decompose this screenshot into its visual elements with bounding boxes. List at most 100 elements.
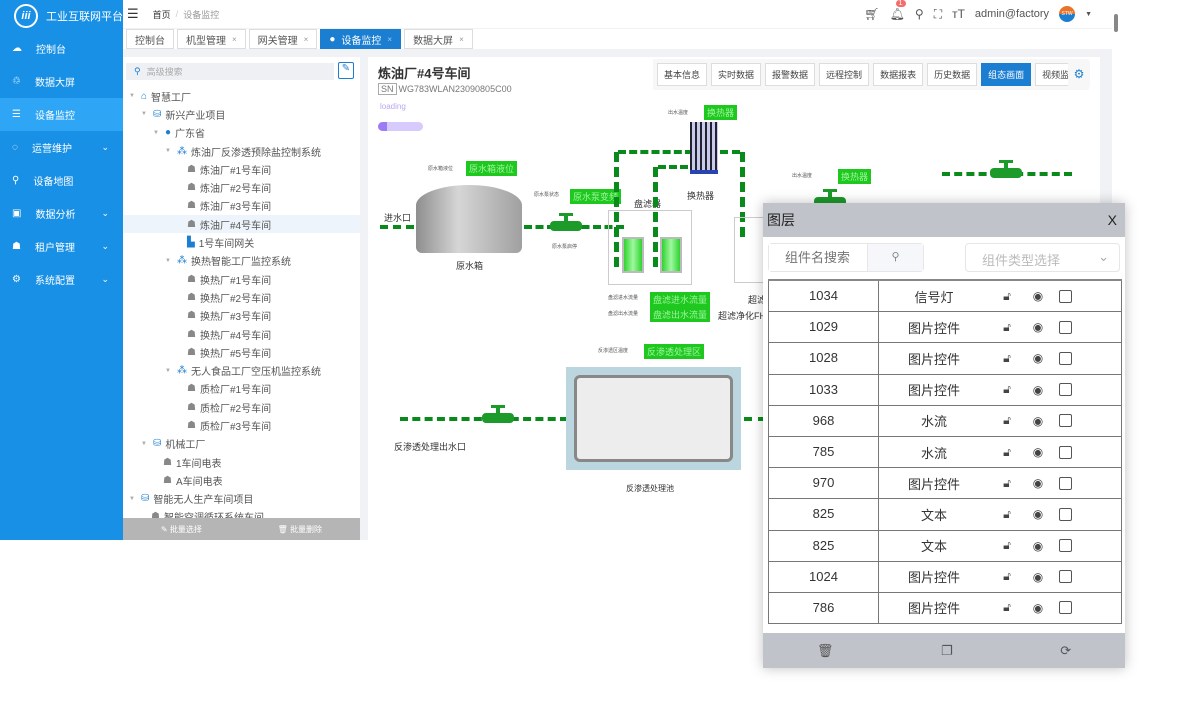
component-type-select[interactable]: 组件类型选择 ⌄ xyxy=(965,243,1120,272)
layer-checkbox[interactable] xyxy=(1059,289,1072,303)
layer-checkbox[interactable] xyxy=(1059,383,1072,397)
tab[interactable]: ● 设备监控 × xyxy=(320,29,402,49)
view-button[interactable]: 实时数据 xyxy=(711,63,762,86)
unlock-icon[interactable]: 🔓︎ xyxy=(1003,319,1011,334)
tree-node[interactable]: ☗ 质检厂#3号车间 xyxy=(123,416,360,434)
caret-down-icon[interactable]: ▼ xyxy=(141,440,147,447)
unlock-icon[interactable]: 🔓︎ xyxy=(1003,538,1011,553)
tree-node[interactable]: ▼ ⁂ 无人食品工厂空压机监控系统 xyxy=(123,361,360,379)
tab[interactable]: 网关管理 × xyxy=(248,29,318,49)
unlock-icon[interactable]: 🔓︎ xyxy=(1003,288,1011,303)
layer-row[interactable]: 825 文本 🔓︎ ◉ xyxy=(768,499,1122,531)
tab-close-icon[interactable]: × xyxy=(303,34,309,44)
layer-checkbox[interactable] xyxy=(1059,539,1072,553)
tree-node[interactable]: ☗ 质检厂#2号车间 xyxy=(123,398,360,416)
view-button[interactable]: 组态画面 xyxy=(981,63,1032,86)
eye-icon[interactable]: ◉ xyxy=(1032,320,1044,335)
view-button[interactable]: 报警数据 xyxy=(765,63,816,86)
layer-row[interactable]: 1033 图片控件 🔓︎ ◉ xyxy=(768,374,1122,406)
breadcrumb-home[interactable]: 首页 xyxy=(152,9,171,20)
tab[interactable]: 机型管理 × xyxy=(177,29,246,49)
tab[interactable]: 数据大屏 × xyxy=(404,29,473,49)
unlock-icon[interactable]: 🔓︎ xyxy=(1003,569,1011,584)
caret-down-icon[interactable]: ▼ xyxy=(165,367,171,374)
font-size-icon[interactable]: ᴛT xyxy=(952,7,965,21)
eye-icon[interactable]: ◉ xyxy=(1032,382,1044,397)
layer-row[interactable]: 970 图片控件 🔓︎ ◉ xyxy=(768,468,1122,500)
tree-node[interactable]: ☗ A车间电表 xyxy=(123,471,360,489)
unlock-icon[interactable]: 🔓︎ xyxy=(1003,506,1011,521)
eye-icon[interactable]: ◉ xyxy=(1032,476,1044,491)
view-button[interactable]: 远程控制 xyxy=(819,63,870,86)
sidebar-item[interactable]: ☗ 租户管理 ⌄ xyxy=(0,230,123,263)
layer-row[interactable]: 786 图片控件 🔓︎ ◉ xyxy=(768,592,1122,625)
tree-node[interactable]: ☗ 换热厂#5号车间 xyxy=(123,343,360,361)
tree-node[interactable]: ▼ ⛁ 机械工厂 xyxy=(123,435,360,453)
search-icon[interactable]: ⚲ xyxy=(914,7,924,21)
tab-close-icon[interactable]: × xyxy=(459,34,464,44)
tree-node[interactable]: ☗ 换热厂#1号车间 xyxy=(123,270,360,288)
eye-icon[interactable]: ◉ xyxy=(1032,600,1044,615)
tree-node[interactable]: ▼ ⛁ 新兴产业项目 xyxy=(123,105,360,123)
view-button[interactable]: 数据报表 xyxy=(873,63,924,86)
sidebar-item[interactable]: ◌ 运营维护 ⌄ xyxy=(0,131,123,164)
tab[interactable]: 控制台 xyxy=(126,29,174,49)
layer-checkbox[interactable] xyxy=(1059,507,1072,521)
tree-node[interactable]: ☗ 炼油厂#4号车间 xyxy=(123,215,360,234)
layer-row[interactable]: 968 水流 🔓︎ ◉ xyxy=(768,405,1122,437)
tree-node[interactable]: ☗ 换热厂#3号车间 xyxy=(123,307,360,325)
layer-row[interactable]: 1034 信号灯 🔓︎ ◉ xyxy=(768,281,1122,313)
tree-node[interactable]: ☗ 换热厂#4号车间 xyxy=(123,325,360,343)
component-search-input[interactable] xyxy=(769,244,867,271)
caret-down-icon[interactable]: ▼ xyxy=(153,129,159,136)
copy-icon[interactable]: ❐ xyxy=(940,642,953,658)
tree-node[interactable]: ▙ 1号车间网关 xyxy=(123,233,360,251)
eye-icon[interactable]: ◉ xyxy=(1032,507,1044,522)
tree-node[interactable]: ☗ 炼油厂#3号车间 xyxy=(123,197,360,215)
tab-close-icon[interactable]: × xyxy=(387,34,393,44)
caret-down-icon[interactable]: ▼ xyxy=(165,148,171,155)
tree-node[interactable]: ▼ ⛁ 智能无人生产车间项目 xyxy=(123,490,360,508)
settings-icon[interactable]: ⚙ xyxy=(1068,61,1090,87)
tree-node[interactable]: ☗ 1车间电表 xyxy=(123,453,360,471)
batch-select-button[interactable]: ✎ 批量选择 xyxy=(160,524,202,534)
unlock-icon[interactable]: 🔓︎ xyxy=(1003,413,1011,428)
menu-toggle-icon[interactable]: ☰ xyxy=(127,6,139,21)
batch-delete-button[interactable]: 🗑︎ 批量删除 xyxy=(277,524,323,534)
layer-row[interactable]: 785 水流 🔓︎ ◉ xyxy=(768,436,1122,469)
layer-row[interactable]: 1029 图片控件 🔓︎ ◉ xyxy=(768,312,1122,344)
layer-row[interactable]: 1028 图片控件 🔓︎ ◉ xyxy=(768,343,1122,375)
tree-node[interactable]: ▼ ⁂ 换热智能工厂监控系统 xyxy=(123,252,360,270)
caret-down-icon[interactable]: ▼ xyxy=(165,257,171,264)
unlock-icon[interactable]: 🔓︎ xyxy=(1003,600,1011,615)
edit-button[interactable]: ✎ xyxy=(338,62,354,79)
sidebar-item[interactable]: ⚙ 系统配置 ⌄ xyxy=(0,263,123,296)
delete-icon[interactable]: 🗑︎ xyxy=(816,642,834,658)
eye-icon[interactable]: ◉ xyxy=(1032,413,1044,428)
unlock-icon[interactable]: 🔓︎ xyxy=(1003,444,1011,459)
caret-down-icon[interactable]: ▼ xyxy=(129,93,135,100)
user-name[interactable]: admin@factory xyxy=(974,8,1050,20)
fullscreen-icon[interactable]: ⛶ xyxy=(933,6,943,21)
tree-node[interactable]: ☗ 炼油厂#1号车间 xyxy=(123,160,360,178)
layer-checkbox[interactable] xyxy=(1059,601,1072,615)
scrollbar-thumb[interactable] xyxy=(1114,14,1118,32)
sidebar-item[interactable]: ☁ 控制台 xyxy=(0,32,123,65)
tree-node[interactable]: ▼ ⌂ 智慧工厂 xyxy=(123,87,360,105)
bell-icon[interactable]: 🔔︎ 1 xyxy=(889,0,906,21)
sidebar-item[interactable]: ⚲ 设备地图 xyxy=(0,164,123,197)
caret-down-icon[interactable]: ▼ xyxy=(141,111,147,118)
tree-node[interactable]: ☗ 换热厂#2号车间 xyxy=(123,288,360,306)
caret-down-icon[interactable]: ▼ xyxy=(129,495,135,502)
view-button[interactable]: 基本信息 xyxy=(657,63,708,86)
unlock-icon[interactable]: 🔓︎ xyxy=(1003,350,1011,365)
unlock-icon[interactable]: 🔓︎ xyxy=(1003,382,1011,397)
layer-row[interactable]: 825 文本 🔓︎ ◉ xyxy=(768,530,1122,562)
view-button[interactable]: 历史数据 xyxy=(927,63,978,86)
tree-search[interactable]: ⚲ 高级搜索 xyxy=(126,63,334,80)
layer-checkbox[interactable] xyxy=(1059,476,1072,490)
sidebar-item[interactable]: ♲ 数据大屏 xyxy=(0,65,123,98)
avatar[interactable]: STW xyxy=(1059,6,1076,22)
layer-row[interactable]: 1024 图片控件 🔓︎ ◉ xyxy=(768,561,1122,593)
sidebar-item[interactable]: ▣ 数据分析 ⌄ xyxy=(0,197,123,230)
